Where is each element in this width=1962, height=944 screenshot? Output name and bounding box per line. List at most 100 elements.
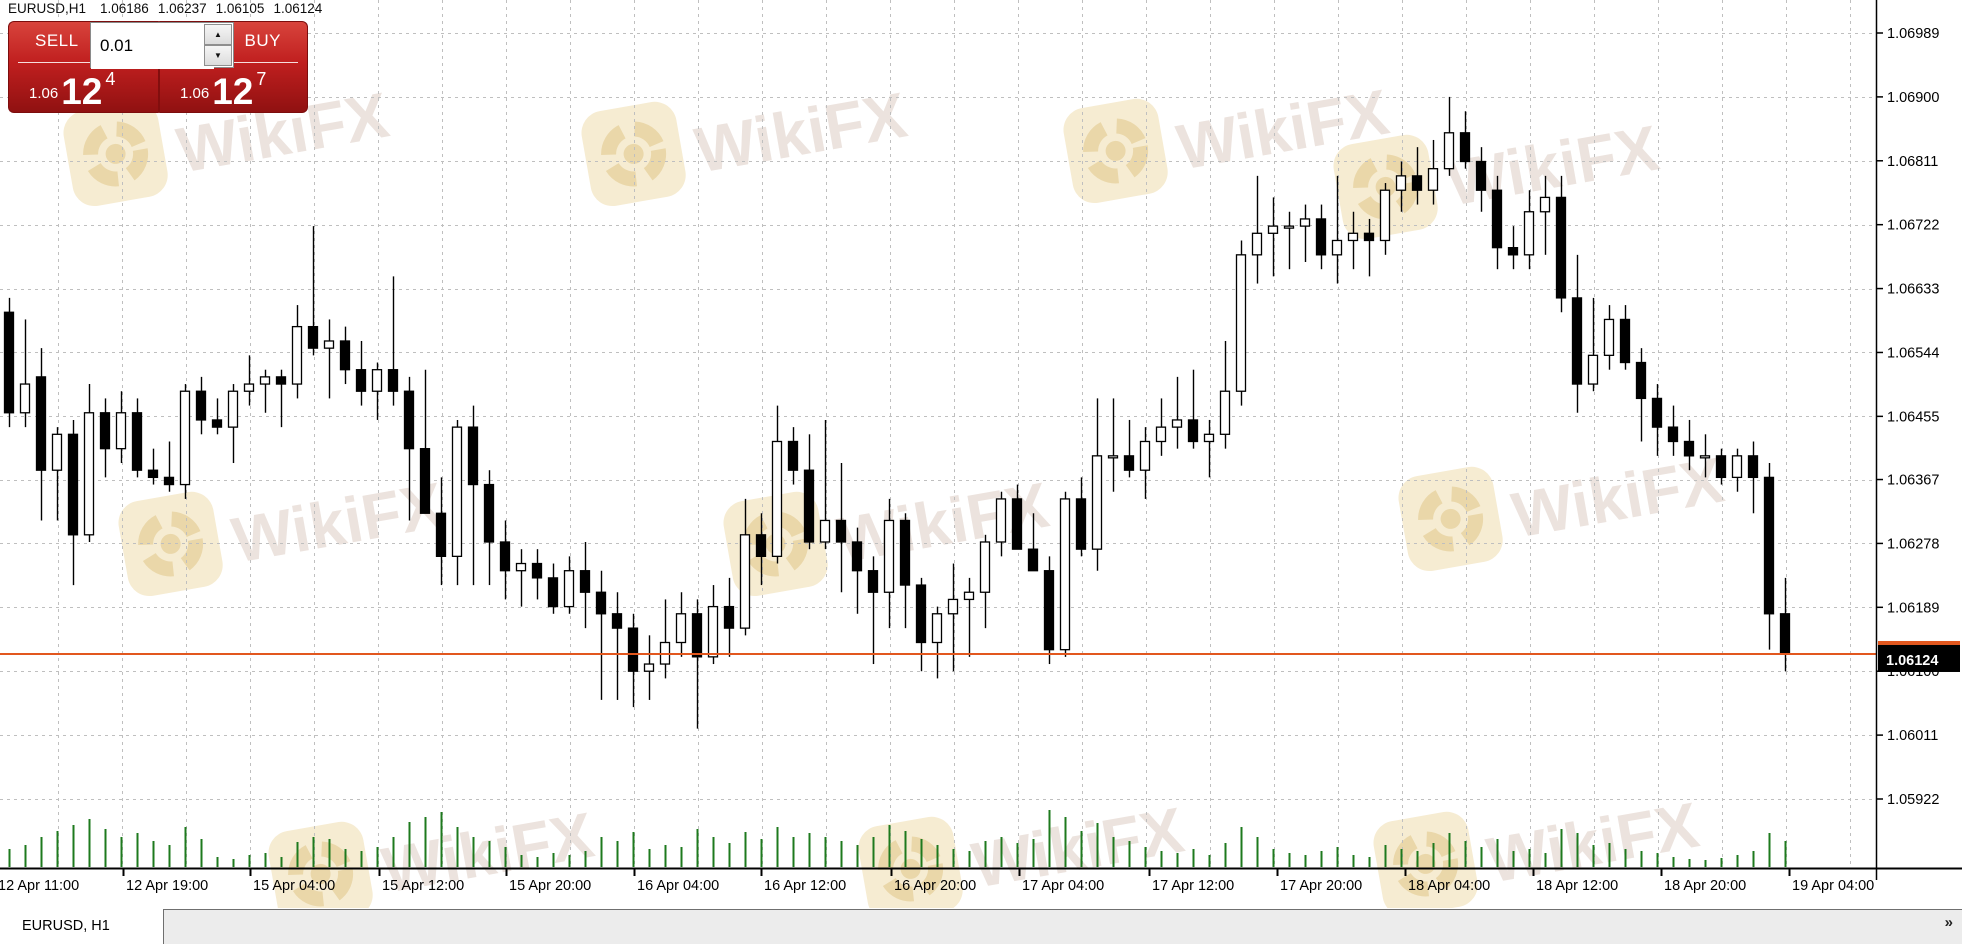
- close-value: 1.06124: [273, 1, 323, 16]
- candle: [547, 563, 559, 614]
- candle: [1459, 111, 1471, 169]
- candle: [419, 369, 431, 514]
- candle: [1347, 211, 1359, 270]
- candle: [275, 369, 287, 428]
- candle: [579, 541, 591, 629]
- candle: [1043, 556, 1055, 665]
- candle: [371, 362, 383, 420]
- candle: [259, 369, 271, 413]
- candle: [835, 463, 847, 593]
- candle: [515, 549, 527, 607]
- candle: [771, 405, 783, 564]
- candle: [1571, 254, 1583, 413]
- candle: [1395, 161, 1407, 212]
- candle: [851, 527, 863, 614]
- time-axis-label: 19 Apr 04:00: [1792, 878, 1874, 894]
- time-axis-label: 16 Apr 12:00: [764, 878, 846, 894]
- candle: [1763, 463, 1775, 650]
- candle: [1027, 513, 1039, 572]
- candle: [35, 348, 47, 521]
- candle: [643, 635, 655, 700]
- candle: [227, 384, 239, 464]
- candle: [1011, 484, 1023, 550]
- time-axis-label: 16 Apr 04:00: [637, 878, 719, 894]
- candle: [627, 613, 639, 708]
- candle: [1123, 419, 1135, 478]
- candle: [595, 570, 607, 700]
- candle: [1683, 419, 1695, 471]
- candle: [67, 419, 79, 586]
- candle: [1443, 96, 1455, 176]
- lot-size-input[interactable]: [91, 23, 214, 69]
- candle: [307, 226, 319, 356]
- candle: [3, 297, 15, 428]
- open-value: 1.06186: [100, 1, 149, 16]
- price-axis-label: 1.06011: [1887, 728, 1938, 744]
- candle: [499, 520, 511, 600]
- candle: [99, 398, 111, 478]
- candle: [1491, 175, 1503, 270]
- candle: [979, 534, 991, 629]
- buy-price: 1.06 12 7: [180, 69, 266, 110]
- candle: [1539, 175, 1551, 255]
- candle: [1587, 297, 1599, 392]
- candle: [707, 585, 719, 665]
- sell-underline: [18, 62, 90, 63]
- candle: [179, 384, 191, 499]
- candle: [1299, 204, 1311, 263]
- high-value: 1.06237: [157, 1, 207, 16]
- buy-price-prefix: 1.06: [180, 85, 210, 102]
- candle: [675, 592, 687, 657]
- candle: [483, 470, 495, 586]
- symbol-ohlc-header: EURUSD,H1 1.06186 1.06237 1.06105 1.06124: [8, 1, 331, 16]
- candle: [195, 376, 207, 435]
- candle: [131, 398, 143, 478]
- time-axis-label: 18 Apr 04:00: [1408, 878, 1490, 894]
- buy-button-label: BUY: [244, 31, 281, 50]
- bid-price-tag-text: 1.06124: [1886, 653, 1938, 669]
- candle: [19, 319, 31, 428]
- buy-underline: [234, 62, 298, 63]
- tab-overflow-chevron-icon[interactable]: »: [1944, 914, 1953, 931]
- stepper-up-icon[interactable]: ▲: [204, 24, 232, 45]
- one-click-trading-panel: SELL 1.06 12 4 BUY 1.06 12 7 ▲ ▼: [8, 21, 308, 113]
- candle: [563, 556, 575, 614]
- sell-price: 1.06 12 4: [29, 69, 116, 112]
- candle: [211, 398, 223, 435]
- sell-price-pip-digit: 4: [105, 69, 116, 89]
- candle: [803, 434, 815, 550]
- candle: [723, 577, 735, 657]
- stepper-down-icon[interactable]: ▼: [204, 45, 232, 66]
- tab-eurusd-h1[interactable]: EURUSD, H1: [0, 908, 163, 944]
- time-axis-label: 17 Apr 12:00: [1152, 878, 1234, 894]
- candle: [1363, 218, 1375, 277]
- tab-bar-empty-area: [163, 909, 1962, 944]
- candle: [1379, 183, 1391, 255]
- candle: [403, 376, 415, 521]
- candle: [467, 405, 479, 586]
- candle: [51, 427, 63, 521]
- candle: [1507, 226, 1519, 270]
- time-axis-label: 16 Apr 20:00: [894, 878, 976, 894]
- candle: [691, 599, 703, 729]
- candle: [147, 448, 159, 485]
- candle: [339, 326, 351, 385]
- candle: [1635, 348, 1647, 442]
- price-axis-label: 1.06455: [1887, 409, 1939, 425]
- candle: [323, 319, 335, 399]
- candle: [963, 577, 975, 657]
- price-axis-label: 1.05922: [1887, 792, 1939, 808]
- candle: [1699, 434, 1711, 478]
- candle: [755, 513, 767, 586]
- candle: [1427, 139, 1439, 205]
- candle: [1283, 211, 1295, 270]
- candle: [867, 556, 879, 665]
- candle: [899, 513, 911, 629]
- candle: [387, 276, 399, 406]
- candle: [291, 305, 303, 399]
- price-axis-label: 1.06722: [1887, 218, 1939, 234]
- candle: [739, 498, 751, 636]
- sell-price-big-digits: 12: [61, 70, 103, 112]
- time-axis-label: 15 Apr 20:00: [509, 878, 591, 894]
